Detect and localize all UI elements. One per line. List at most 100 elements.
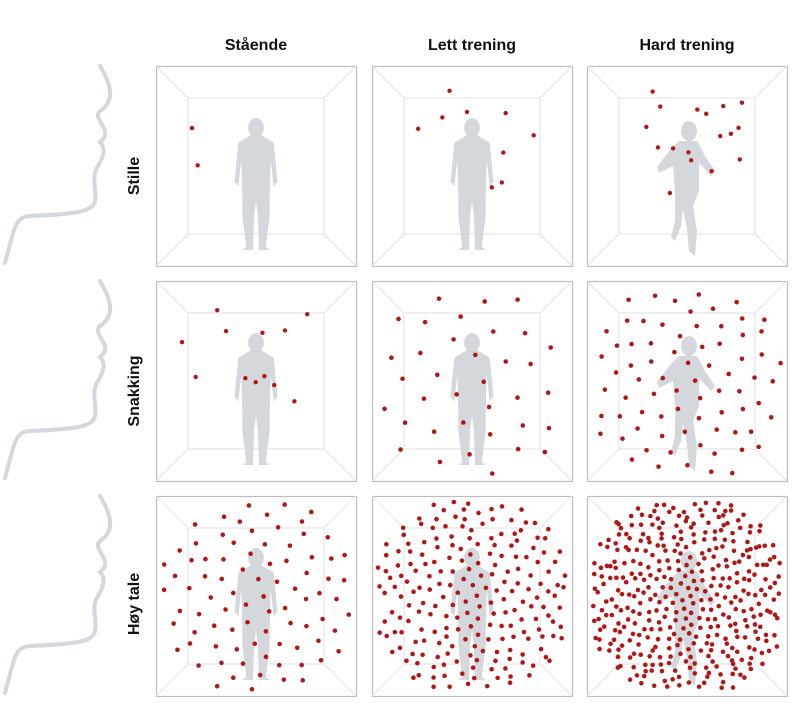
aerosol-dot — [458, 314, 463, 319]
aerosol-dot — [223, 328, 229, 334]
aerosol-dot — [641, 673, 647, 679]
room-panel — [155, 280, 358, 483]
aerosol-dot — [668, 450, 673, 455]
aerosol-dot — [561, 584, 566, 590]
aerosol-dot — [736, 559, 742, 564]
aerosol-dot — [730, 685, 736, 690]
aerosol-dot — [551, 633, 556, 639]
aerosol-dot — [489, 185, 495, 190]
aerosol-dot — [660, 520, 666, 526]
aerosol-dot — [684, 515, 690, 520]
aerosol-dot — [700, 607, 706, 612]
aerosol-dot — [674, 523, 679, 528]
aerosol-dot — [382, 619, 388, 624]
aerosol-dot — [708, 647, 714, 653]
aerosol-dot — [535, 535, 540, 541]
aerosol-dot — [625, 617, 631, 622]
aerosol-dot — [705, 634, 711, 639]
aerosol-dot — [696, 415, 702, 421]
aerosol-dot — [688, 654, 693, 660]
aerosol-dot — [617, 629, 623, 635]
room-edge-line — [539, 495, 573, 529]
aerosol-dot — [647, 539, 652, 545]
aerosol-dot — [493, 658, 498, 664]
aerosol-dot — [723, 636, 728, 641]
aerosol-dot — [648, 572, 653, 578]
aerosol-dot — [294, 645, 300, 651]
aerosol-dot — [708, 597, 713, 602]
aerosol-dot — [662, 574, 667, 580]
aerosol-dot — [733, 430, 738, 435]
aerosol-dot — [632, 621, 638, 626]
room-edge-line — [323, 448, 357, 482]
aerosol-dot — [481, 379, 487, 385]
aerosol-dot — [630, 631, 636, 637]
aerosol-dot — [208, 595, 214, 600]
aerosol-dot — [705, 616, 711, 622]
aerosol-dot — [531, 545, 536, 551]
aerosol-dot — [688, 158, 694, 163]
aerosol-dot — [629, 341, 634, 347]
aerosol-dot — [470, 665, 476, 670]
aerosol-dot — [548, 345, 554, 350]
aerosol-dot — [681, 606, 687, 612]
aerosol-dot — [676, 513, 682, 519]
aerosol-dot — [221, 514, 227, 520]
aerosol-dot — [447, 88, 452, 94]
aerosol-dot — [709, 583, 714, 589]
aerosol-dot — [398, 447, 403, 452]
aerosol-dot — [701, 537, 707, 542]
aerosol-dot — [708, 469, 714, 474]
aerosol-dot — [437, 581, 442, 587]
aerosol-dot — [597, 646, 602, 652]
aerosol-dot — [487, 432, 493, 437]
aerosol-dot — [507, 656, 512, 662]
aerosol-dot — [638, 652, 644, 658]
aerosol-dot — [648, 513, 653, 519]
aerosol-dot — [249, 686, 255, 692]
aerosol-dot — [455, 627, 461, 632]
aerosol-dot — [675, 542, 680, 547]
aerosol-dot — [682, 573, 688, 579]
aerosol-dot — [591, 618, 597, 624]
aerosol-dot — [511, 634, 516, 640]
aerosol-dot — [706, 520, 711, 526]
aerosol-dot — [678, 529, 684, 535]
aerosol-dot — [687, 555, 693, 560]
aerosol-dot — [221, 557, 226, 562]
aerosol-dot — [650, 552, 655, 558]
aerosol-dot — [383, 552, 389, 558]
aerosol-dot — [683, 518, 689, 524]
room-edge-line — [754, 663, 788, 697]
aerosol-dot — [674, 591, 679, 597]
aerosol-dot — [615, 588, 621, 593]
aerosol-dot — [593, 635, 598, 641]
aerosol-dot — [329, 556, 334, 561]
aerosol-dot — [646, 618, 652, 623]
aerosol-dot — [672, 668, 678, 673]
aerosol-dot — [618, 608, 624, 613]
aerosol-dot — [699, 597, 704, 603]
aerosol-dot — [187, 641, 193, 646]
aerosol-dot — [304, 570, 309, 576]
aerosol-dot — [627, 655, 633, 660]
aerosol-dot — [698, 442, 703, 448]
aerosol-dot — [748, 655, 754, 661]
aerosol-dot — [685, 462, 690, 468]
aerosol-dot — [274, 579, 280, 585]
aerosol-dot — [436, 640, 442, 646]
aerosol-dot — [736, 518, 741, 523]
aerosol-dot — [536, 627, 542, 632]
aerosol-dot — [195, 163, 200, 168]
aerosol-dot — [698, 648, 704, 653]
aerosol-dot — [334, 596, 339, 602]
aerosol-dot — [471, 675, 477, 681]
aerosol-dot — [430, 525, 436, 531]
aerosol-dot — [738, 598, 743, 603]
aerosol-dot — [636, 632, 642, 638]
aerosol-dot — [189, 125, 195, 131]
aerosol-dot — [675, 642, 680, 648]
aerosol-dot — [557, 549, 563, 554]
figure-head — [248, 118, 264, 138]
